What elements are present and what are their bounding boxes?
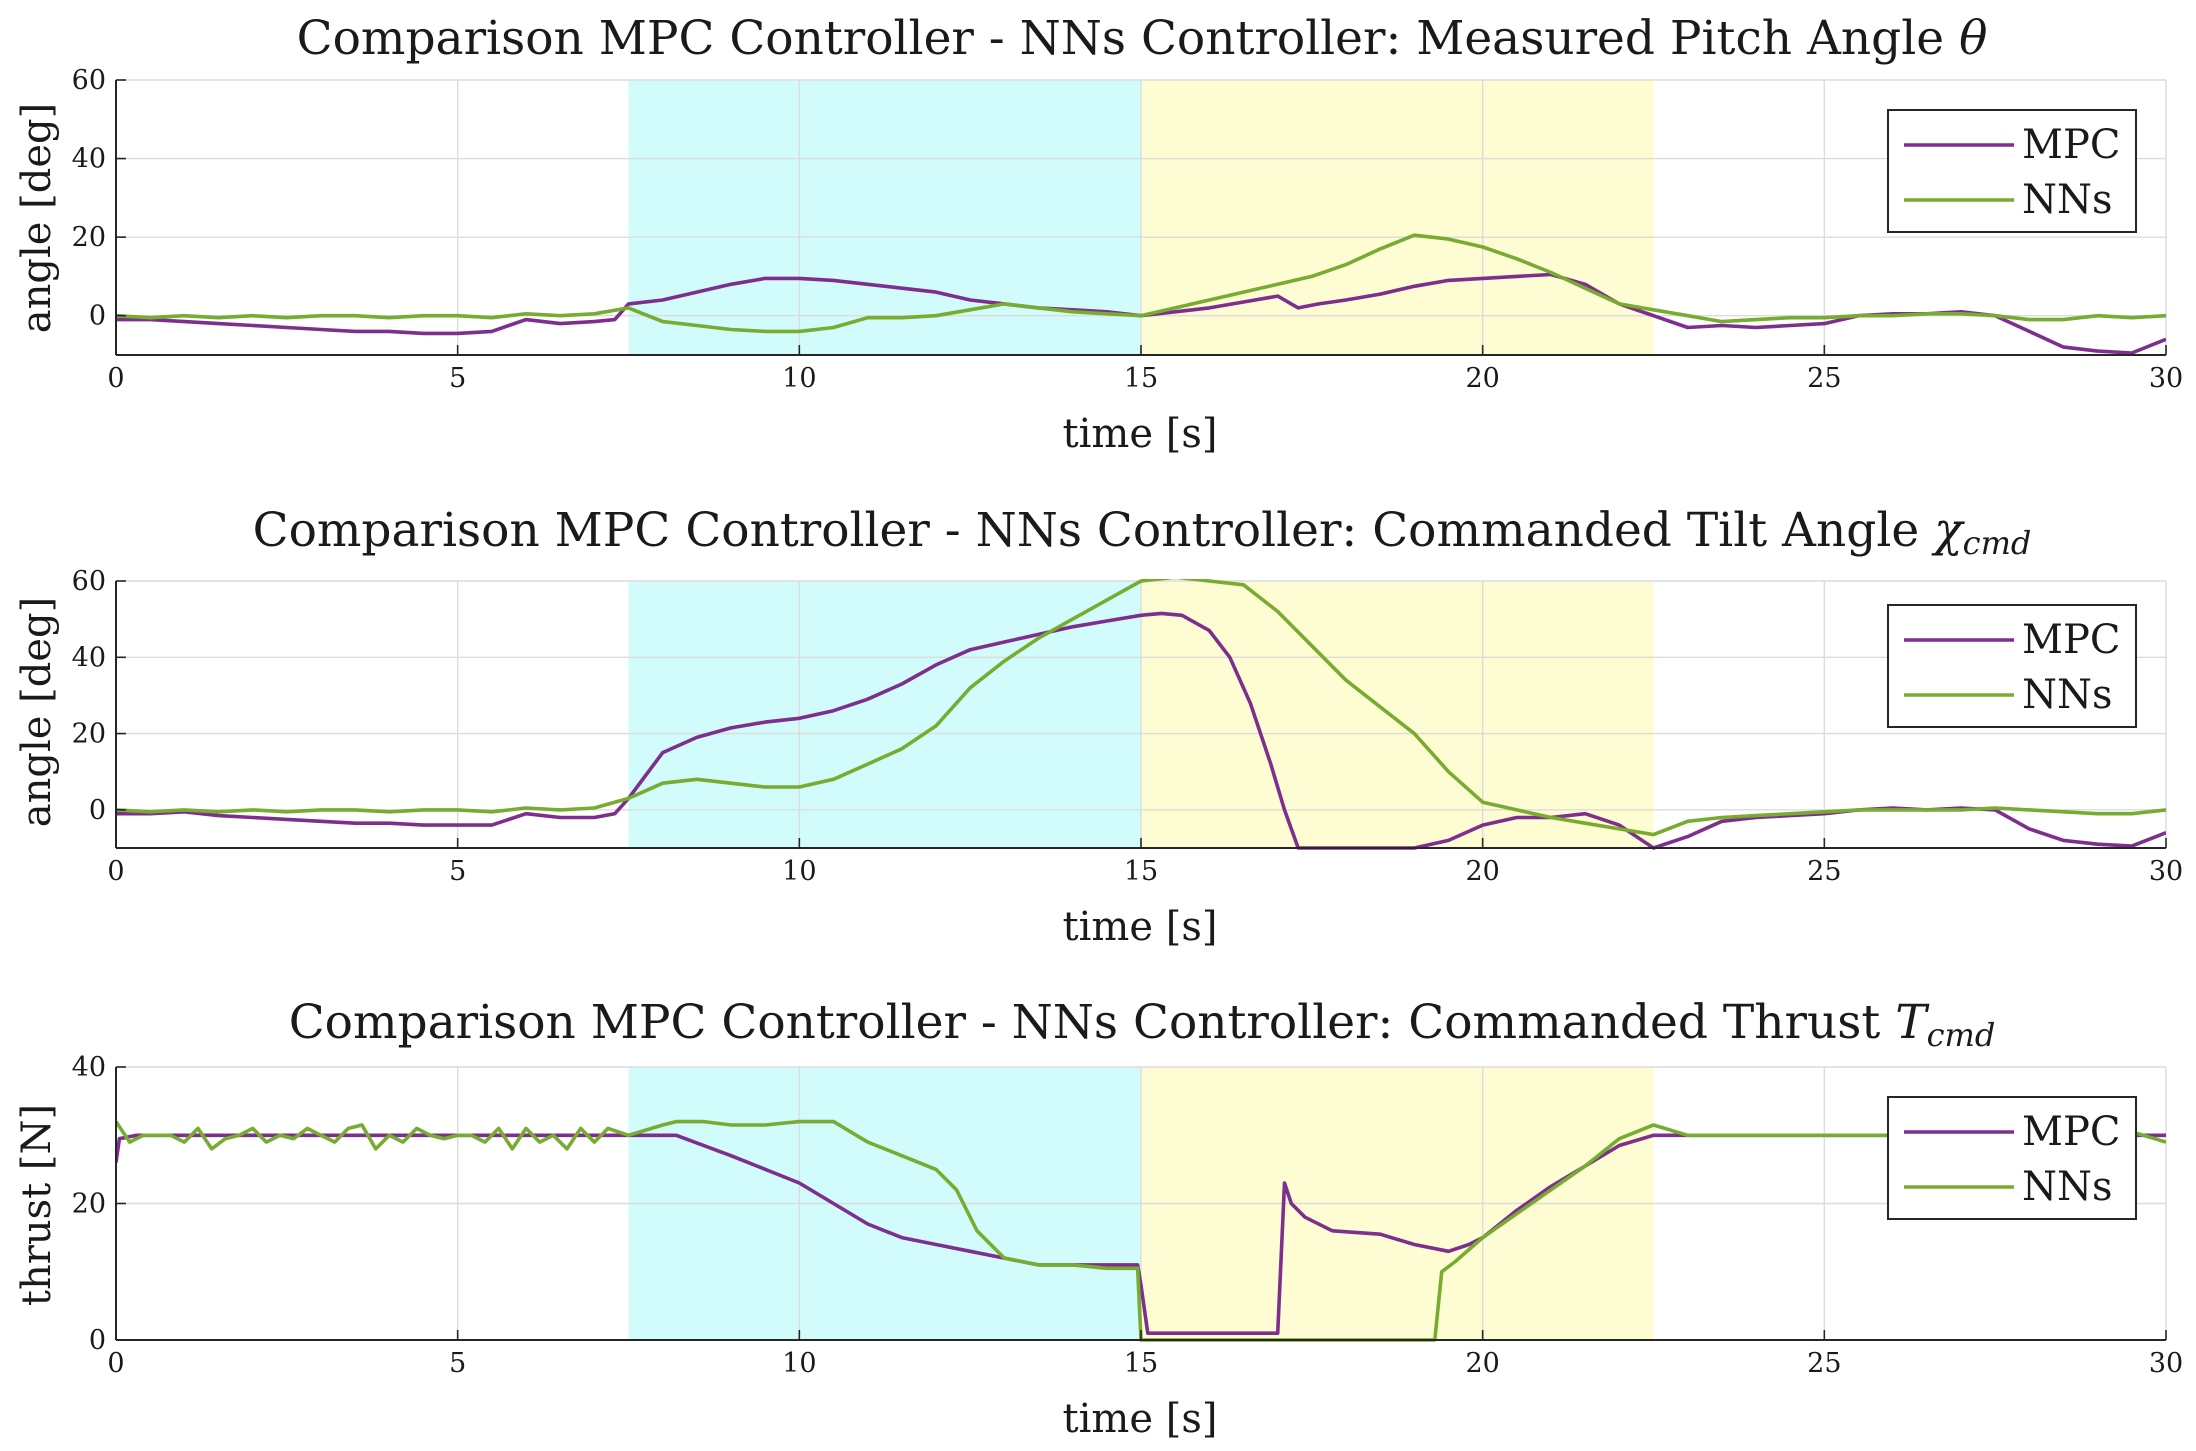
x-tick-label: 10	[782, 1348, 816, 1379]
y-axis-label: thrust [N]	[14, 1104, 60, 1306]
shaded-region-yellow	[1141, 80, 1654, 355]
y-tick-label: 40	[72, 144, 106, 175]
x-tick-label: 5	[449, 856, 466, 887]
shaded-region-yellow	[1141, 581, 1654, 848]
x-tick-label: 15	[1124, 856, 1158, 887]
legend: MPC NNs	[1887, 604, 2137, 728]
y-axis-label: angle [deg]	[14, 597, 60, 828]
shaded-region-cyan	[628, 581, 1141, 848]
y-axis-label: angle [deg]	[14, 103, 60, 334]
x-tick-label: 10	[782, 363, 816, 394]
x-tick-label: 0	[107, 856, 124, 887]
x-tick-label: 30	[2149, 1348, 2183, 1379]
x-tick-label: 15	[1124, 1348, 1158, 1379]
x-tick-label: 15	[1124, 363, 1158, 394]
legend-label-mpc: MPC	[2022, 122, 2120, 168]
legend: MPC NNs	[1887, 109, 2137, 233]
x-axis-label: time [s]	[1063, 1396, 1218, 1442]
x-tick-label: 0	[107, 363, 124, 394]
y-tick-label: 60	[72, 566, 106, 597]
x-tick-label: 5	[449, 363, 466, 394]
legend-label-nns: NNs	[2022, 672, 2113, 718]
series-line-nns	[116, 1119, 2166, 1342]
x-tick-label: 25	[1807, 1348, 1841, 1379]
y-tick-label: 0	[89, 301, 106, 332]
x-tick-label: 25	[1807, 363, 1841, 394]
legend: MPC NNs	[1887, 1096, 2137, 1220]
subplot-pitch-angle: Comparison MPC Controller - NNs Controll…	[14, 11, 2183, 457]
y-tick-label: 20	[72, 719, 106, 750]
y-tick-label: 40	[72, 1052, 106, 1083]
series-line-nns	[116, 579, 2166, 837]
x-tick-label: 0	[107, 1348, 124, 1379]
x-tick-label: 20	[1465, 856, 1499, 887]
x-axis-label: time [s]	[1063, 411, 1218, 457]
legend-label-mpc: MPC	[2022, 1109, 2120, 1155]
chart-title: Comparison MPC Controller - NNs Controll…	[253, 503, 2032, 562]
y-tick-label: 0	[89, 795, 106, 826]
y-tick-label: 0	[89, 1325, 106, 1356]
series-line-nns	[116, 233, 2166, 334]
x-tick-label: 30	[2149, 363, 2183, 394]
shaded-region-cyan	[628, 80, 1141, 355]
subplot-tilt-angle: Comparison MPC Controller - NNs Controll…	[14, 503, 2183, 950]
x-axis-label: time [s]	[1063, 904, 1218, 950]
legend-label-nns: NNs	[2022, 1164, 2113, 1210]
y-tick-label: 20	[72, 222, 106, 253]
y-tick-label: 40	[72, 642, 106, 673]
x-tick-label: 20	[1465, 1348, 1499, 1379]
series-line-mpc	[116, 611, 2166, 850]
x-tick-label: 20	[1465, 363, 1499, 394]
legend-label-mpc: MPC	[2022, 617, 2120, 663]
y-tick-label: 20	[72, 1189, 106, 1220]
legend-label-nns: NNs	[2022, 177, 2113, 223]
x-tick-label: 5	[449, 1348, 466, 1379]
x-tick-label: 25	[1807, 856, 1841, 887]
y-tick-label: 60	[72, 65, 106, 96]
x-tick-label: 30	[2149, 856, 2183, 887]
chart-title: Comparison MPC Controller - NNs Controll…	[297, 11, 1988, 66]
subplot-thrust: Comparison MPC Controller - NNs Controll…	[14, 995, 2183, 1442]
chart-title: Comparison MPC Controller - NNs Controll…	[289, 995, 1996, 1054]
x-tick-label: 10	[782, 856, 816, 887]
